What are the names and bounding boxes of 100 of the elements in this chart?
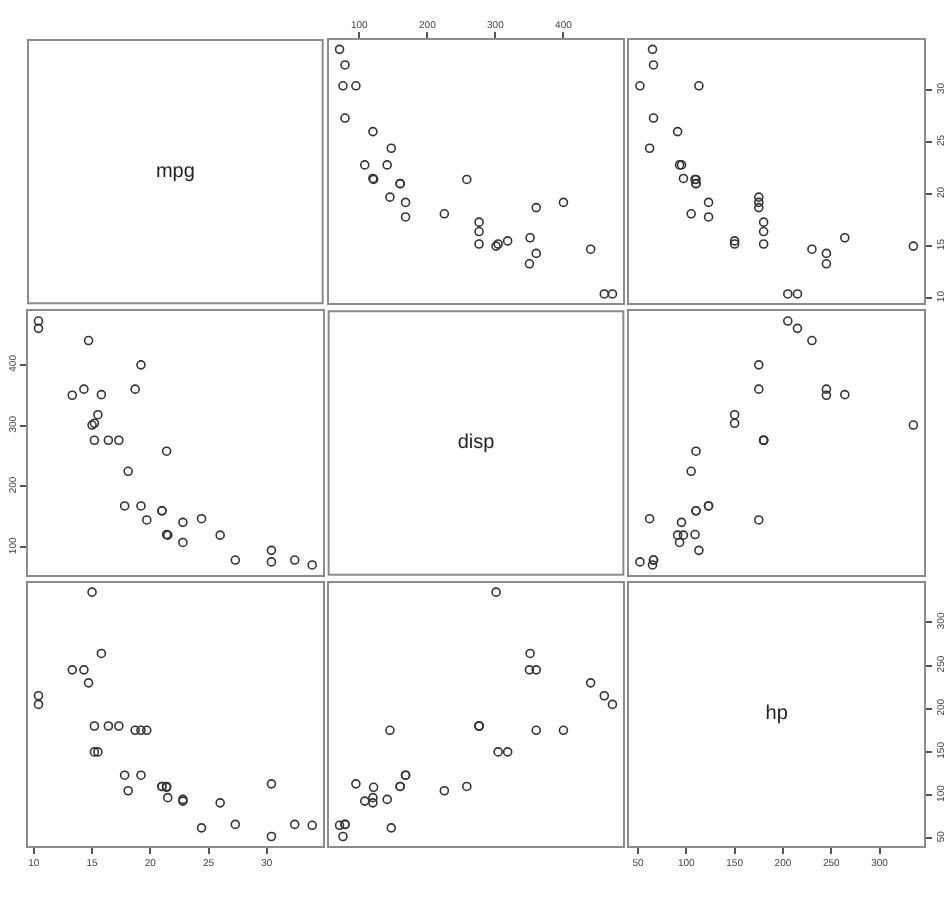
point — [123, 466, 133, 477]
point — [839, 232, 850, 243]
point — [89, 435, 100, 446]
point — [103, 435, 114, 446]
point — [531, 665, 542, 675]
point — [585, 678, 596, 688]
point — [758, 217, 769, 227]
point — [821, 384, 832, 394]
point — [694, 81, 704, 91]
point — [439, 209, 450, 219]
point — [558, 725, 569, 736]
point — [386, 143, 397, 154]
point — [382, 794, 392, 805]
point — [729, 418, 740, 429]
point — [385, 725, 395, 736]
point — [648, 113, 659, 123]
point — [839, 389, 850, 400]
point — [754, 192, 764, 202]
point — [136, 501, 146, 511]
point — [439, 785, 450, 796]
point — [340, 60, 350, 70]
point — [462, 781, 472, 792]
point — [130, 384, 140, 394]
point — [676, 517, 687, 528]
point — [635, 81, 645, 91]
point — [585, 244, 596, 254]
point — [89, 721, 100, 731]
point — [33, 690, 44, 701]
point — [821, 258, 832, 269]
point — [647, 44, 658, 55]
point — [691, 446, 701, 457]
point — [690, 529, 700, 540]
point — [474, 226, 484, 237]
point — [599, 690, 610, 701]
point — [266, 557, 277, 567]
point — [635, 557, 645, 567]
point — [196, 823, 207, 833]
point — [686, 209, 696, 219]
point — [359, 796, 370, 806]
point — [33, 316, 44, 326]
point — [908, 241, 919, 251]
point — [338, 831, 348, 842]
point — [758, 226, 769, 237]
point — [119, 770, 130, 780]
point — [647, 560, 658, 570]
point — [178, 517, 188, 528]
point — [33, 323, 44, 334]
point — [368, 782, 379, 793]
point — [215, 530, 225, 540]
point — [67, 390, 78, 401]
point — [782, 289, 793, 299]
point — [782, 316, 793, 326]
point — [754, 197, 764, 208]
point — [119, 501, 130, 511]
point — [83, 335, 94, 346]
point — [491, 587, 501, 597]
text: hp — [765, 703, 789, 726]
point — [368, 126, 378, 137]
point — [385, 192, 395, 202]
point — [359, 160, 370, 170]
point — [266, 545, 277, 556]
point — [87, 587, 97, 597]
point — [142, 515, 152, 525]
point — [678, 530, 689, 540]
point — [334, 44, 345, 55]
point — [644, 513, 655, 524]
point — [678, 173, 689, 184]
point — [524, 665, 535, 675]
point — [599, 289, 610, 299]
point — [694, 545, 704, 556]
point — [83, 678, 94, 688]
point — [230, 555, 241, 565]
point — [754, 384, 764, 394]
point — [368, 798, 378, 808]
point — [67, 665, 78, 675]
point — [266, 779, 277, 789]
point — [161, 446, 172, 457]
point — [754, 202, 764, 213]
point — [79, 665, 89, 675]
point — [307, 820, 317, 831]
point — [340, 113, 350, 123]
point — [754, 515, 764, 525]
point — [89, 747, 100, 757]
point — [821, 248, 832, 259]
point — [558, 197, 569, 208]
point — [230, 819, 241, 830]
point — [531, 725, 542, 736]
point — [266, 831, 277, 842]
point — [524, 258, 535, 269]
point — [531, 202, 542, 213]
point — [400, 212, 411, 222]
point — [130, 725, 140, 736]
point — [672, 126, 683, 137]
point — [607, 699, 618, 710]
point — [307, 560, 317, 570]
point — [644, 143, 655, 154]
point — [703, 197, 714, 208]
point — [729, 409, 740, 420]
point — [493, 747, 503, 757]
point — [93, 409, 103, 420]
